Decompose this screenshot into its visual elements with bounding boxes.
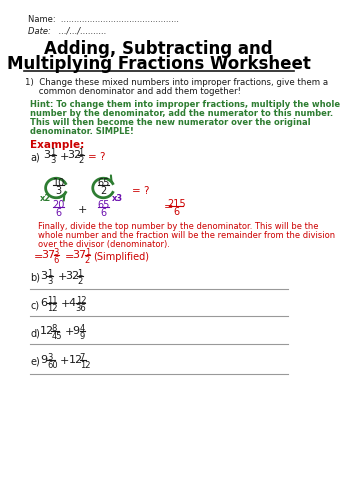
Text: 20: 20 [53, 200, 65, 210]
Text: whole number and the fraction will be the remainder from the division: whole number and the fraction will be th… [38, 231, 335, 240]
Text: 3: 3 [43, 150, 50, 160]
Text: common denominator and add them together!: common denominator and add them together… [25, 87, 241, 96]
Text: 4: 4 [68, 298, 76, 308]
Text: 65: 65 [97, 200, 109, 210]
Text: 2: 2 [78, 156, 83, 165]
Text: 9: 9 [72, 326, 79, 336]
Text: 45: 45 [51, 332, 62, 341]
Text: +: + [58, 272, 67, 282]
Text: 12: 12 [68, 355, 83, 365]
Text: Name:  .............................................: Name: ..................................… [28, 15, 179, 24]
Text: 12: 12 [76, 296, 86, 305]
Text: = ?: = ? [132, 186, 149, 196]
Text: denominator. SIMPLE!: denominator. SIMPLE! [30, 127, 134, 136]
Text: a): a) [30, 153, 40, 163]
Text: 6: 6 [54, 256, 59, 265]
Text: over the divisor (denominator).: over the divisor (denominator). [38, 240, 170, 249]
Text: d): d) [30, 328, 40, 338]
Text: 2: 2 [77, 277, 83, 286]
Text: 3: 3 [40, 271, 47, 281]
Text: 3: 3 [54, 248, 59, 257]
Text: c): c) [30, 300, 39, 310]
Text: 1)  Change these mixed numbers into improper fractions, give them a: 1) Change these mixed numbers into impro… [25, 78, 328, 87]
Text: 32: 32 [67, 150, 81, 160]
Text: This will then become the new numerator over the original: This will then become the new numerator … [30, 118, 311, 127]
Text: 6: 6 [40, 298, 47, 308]
Text: 3: 3 [50, 156, 56, 165]
Text: 36: 36 [76, 304, 86, 313]
Text: 12: 12 [40, 326, 54, 336]
Text: 1: 1 [47, 269, 53, 278]
Text: 32: 32 [65, 271, 79, 281]
Text: 215: 215 [167, 199, 186, 209]
Text: 4: 4 [80, 324, 85, 333]
Text: 12: 12 [80, 361, 90, 370]
Text: Example:: Example: [30, 140, 84, 150]
Text: +: + [60, 356, 70, 366]
Text: (Simplified): (Simplified) [94, 252, 150, 262]
Text: 60: 60 [47, 361, 58, 370]
Text: 1: 1 [77, 269, 83, 278]
Text: x3: x3 [112, 194, 122, 203]
Text: +: + [61, 299, 71, 309]
Text: Date:   .../.../..........: Date: .../.../.......... [28, 26, 106, 35]
Text: 12: 12 [47, 304, 58, 313]
Text: 8: 8 [51, 324, 57, 333]
Text: Adding, Subtracting and: Adding, Subtracting and [44, 40, 273, 58]
Text: 2: 2 [100, 186, 107, 196]
Text: x2: x2 [40, 194, 51, 203]
Text: 6: 6 [55, 208, 62, 218]
Text: +: + [77, 205, 87, 215]
Text: 1: 1 [85, 248, 90, 257]
Text: 7: 7 [80, 353, 85, 362]
Text: e): e) [30, 357, 40, 367]
Text: number by the denominator, add the numerator to this number.: number by the denominator, add the numer… [30, 109, 333, 118]
Text: =: = [164, 202, 174, 212]
Text: 3: 3 [47, 353, 53, 362]
Text: 3: 3 [55, 186, 62, 196]
Text: 37: 37 [42, 250, 56, 260]
Text: Hint: To change them into improper fractions, multiply the whole: Hint: To change them into improper fract… [30, 100, 340, 109]
Text: 11: 11 [47, 296, 58, 305]
Text: +: + [64, 327, 74, 337]
Text: +: + [60, 152, 70, 162]
Text: =: = [64, 252, 74, 262]
Text: 9: 9 [80, 332, 85, 341]
Text: Multiplying Fractions Worksheet: Multiplying Fractions Worksheet [7, 55, 311, 73]
Text: 37: 37 [72, 250, 86, 260]
Text: b): b) [30, 273, 40, 283]
Text: 65: 65 [97, 178, 109, 188]
Text: 1: 1 [78, 148, 83, 157]
Text: 9: 9 [40, 355, 47, 365]
Text: 3: 3 [47, 277, 53, 286]
Text: = ?: = ? [88, 152, 106, 162]
Text: Finally, divide the top number by the denominator. This will be the: Finally, divide the top number by the de… [38, 222, 319, 231]
Text: =: = [34, 252, 43, 262]
Text: 10: 10 [53, 178, 65, 188]
Text: 6: 6 [173, 207, 180, 217]
Text: 1: 1 [50, 148, 56, 157]
Text: 2: 2 [85, 256, 90, 265]
Text: 6: 6 [100, 208, 106, 218]
